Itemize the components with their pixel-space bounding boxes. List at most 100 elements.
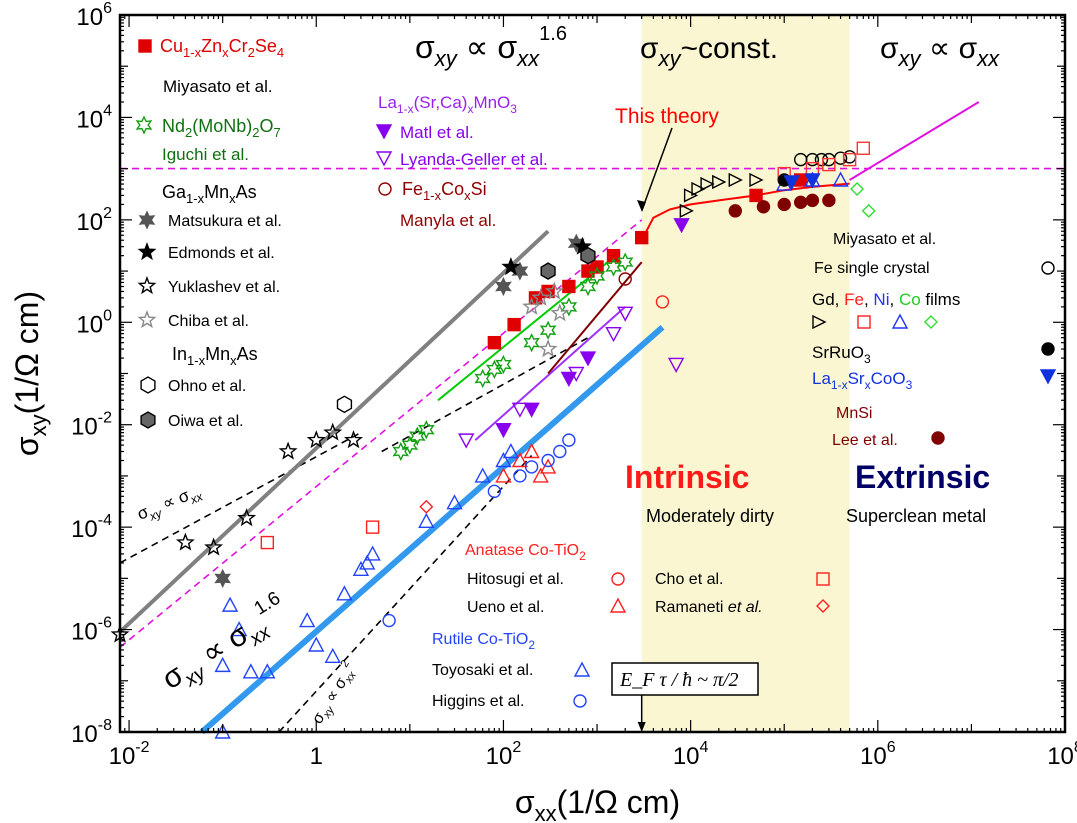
title-const: σxy~const. [640, 32, 778, 71]
point-ni-films-2 [832, 171, 849, 187]
point-ohno-et-al-0 [336, 395, 353, 414]
y-tick-label-6: 104 [76, 102, 112, 133]
point-la1-xsrxcoo3-1 [804, 173, 821, 189]
point-matl-et-al-0 [495, 422, 512, 439]
legend-marker-lasr [1039, 369, 1057, 385]
legend-ramaneti: Ramaneti et al. [655, 599, 763, 616]
legend-marker-ohno [140, 376, 156, 394]
legend-marker-matl [375, 124, 393, 140]
point-lee-et-al-2 [777, 197, 791, 212]
legend-srruo: SrRuO3 [812, 343, 871, 366]
point-nd2-monb-2o7-5 [485, 359, 503, 379]
point-matsukura-et-al-0 [214, 568, 231, 589]
point-lyanda-geller-et-al-1 [511, 402, 529, 418]
legend-fe-single: Fe single crystal [814, 260, 930, 277]
point-nd2-monb-2o7-1 [401, 435, 419, 455]
legend-inmnas: In1-xMnxAs [172, 344, 258, 368]
point-higgins-et-al-2 [513, 469, 527, 483]
point-toyosaki-et-al-2 [221, 596, 239, 612]
point-nd2-monb-2o7-2 [408, 426, 426, 446]
y-tick-label-4: 100 [76, 307, 112, 338]
legend-cho: Cho et al. [655, 571, 723, 588]
point-gd-films-0 [679, 203, 694, 218]
point-lyanda-geller-et-al-3 [605, 326, 622, 343]
point-toyosaki-et-al-15 [474, 467, 491, 483]
point-toyosaki-et-al-8 [324, 647, 341, 664]
legend-marker-co [924, 315, 938, 329]
point-matsukura-et-al-1 [495, 276, 512, 297]
legend-matl: Matl et al. [400, 123, 474, 142]
point-matl-et-al-1 [523, 402, 540, 418]
point-nd2-monb-2o7-8 [539, 320, 557, 340]
point-chiba-et-al-0 [522, 296, 542, 315]
reference-line-3 [119, 219, 643, 648]
legend-marker-lee [931, 431, 945, 445]
x-tick-label-4: 106 [860, 739, 896, 770]
point-toyosaki-et-al-17 [502, 443, 520, 459]
legend-marker-ni [891, 313, 909, 329]
point-toyosaki-et-al-3 [230, 621, 248, 637]
x-tick-label-0: 10-2 [109, 739, 150, 770]
point-oiwa-et-al-1 [580, 246, 596, 265]
point-nd2-monb-2o7-3 [418, 420, 435, 440]
legend-marker-chiba [137, 310, 157, 329]
legend-marker-fe-single [1041, 261, 1055, 275]
this-theory-label: This theory [615, 105, 719, 128]
point-cu1-xznxcr2se4-9 [749, 188, 763, 203]
point-hitosugi-et-al-0 [655, 295, 670, 309]
moderately-dirty-label: Moderately dirty [646, 506, 774, 526]
legend-marker-hitosugi [611, 572, 625, 586]
legend-rutile: Rutile Co-TiO2 [432, 631, 535, 652]
intrinsic-label: Intrinsic [625, 459, 749, 495]
point-cu1-xznxcr2se4-4 [562, 279, 576, 294]
legend-marker-srruo [1041, 342, 1055, 356]
point-nd2-monb-2o7-11 [588, 266, 606, 286]
legend-marker-oiwa [140, 411, 156, 429]
point-lee-et-al-4 [805, 193, 820, 208]
fit-line-4 [547, 261, 643, 375]
legend-yuklashev: Yuklashev et al. [168, 279, 280, 296]
point-toyosaki-et-al-14 [446, 494, 463, 510]
legend-marker-edmonds [137, 242, 157, 261]
slope-16-annotation: σxy ∝ σxx1.6 [153, 588, 297, 701]
point-oiwa-et-al-0 [540, 262, 556, 280]
point-matl-et-al-4 [673, 218, 690, 234]
slope-one-annotation: σxy ∝ σxx [134, 481, 205, 528]
y-axis-label: σxy(1/Ω cm) [9, 291, 51, 456]
point-lyanda-geller-et-al-4 [617, 306, 634, 322]
point-yuklashev-et-al-1 [175, 532, 195, 551]
legend-lee: Lee et al. [832, 432, 898, 449]
y-tick-label-1: 10-6 [71, 615, 112, 646]
point-fe-films-4 [856, 141, 871, 155]
point-yuklashev-et-al-4 [278, 441, 298, 460]
point-cu1-xznxcr2se4-0 [487, 335, 502, 350]
point-gd-films-1 [683, 188, 699, 203]
point-nd2-monb-2o7-6 [495, 354, 512, 375]
legend-marker-ueno [609, 597, 627, 613]
legend-oiwa: Oiwa et al. [168, 413, 244, 430]
fit-line-2 [437, 261, 609, 402]
legend-ueno: Ueno et al. [467, 599, 544, 616]
point-edmonds-et-al-0 [501, 257, 521, 276]
point-chiba-et-al-4 [550, 303, 570, 322]
point-lyanda-geller-et-al-2 [568, 366, 585, 382]
fit-line-0 [118, 229, 550, 634]
point-lee-et-al-5 [822, 193, 836, 208]
point-toyosaki-et-al-5 [259, 663, 276, 679]
legend-marker-gd [812, 314, 827, 330]
title-linear: σxy ∝ σxx [880, 32, 1000, 71]
point-toyosaki-et-al-11 [359, 554, 376, 570]
theory-arrowhead [637, 200, 646, 212]
point-nd2-monb-2o7-7 [523, 333, 540, 353]
point-yuklashev-et-al-5 [306, 430, 326, 449]
point-toyosaki-et-al-0 [214, 656, 231, 673]
point-higgins-et-al-3 [524, 460, 539, 474]
x-tick-label-1: 1 [310, 743, 323, 770]
point-chiba-et-al-3 [544, 281, 564, 300]
point-toyosaki-et-al-13 [418, 512, 435, 529]
point-fe-films-2 [822, 157, 836, 172]
point-cu1-xznxcr2se4-7 [606, 248, 621, 263]
legend-marker-cuzn [138, 39, 152, 53]
legend-manyla: Manyla et al. [400, 211, 496, 230]
point-chiba-et-al-1 [531, 287, 551, 306]
